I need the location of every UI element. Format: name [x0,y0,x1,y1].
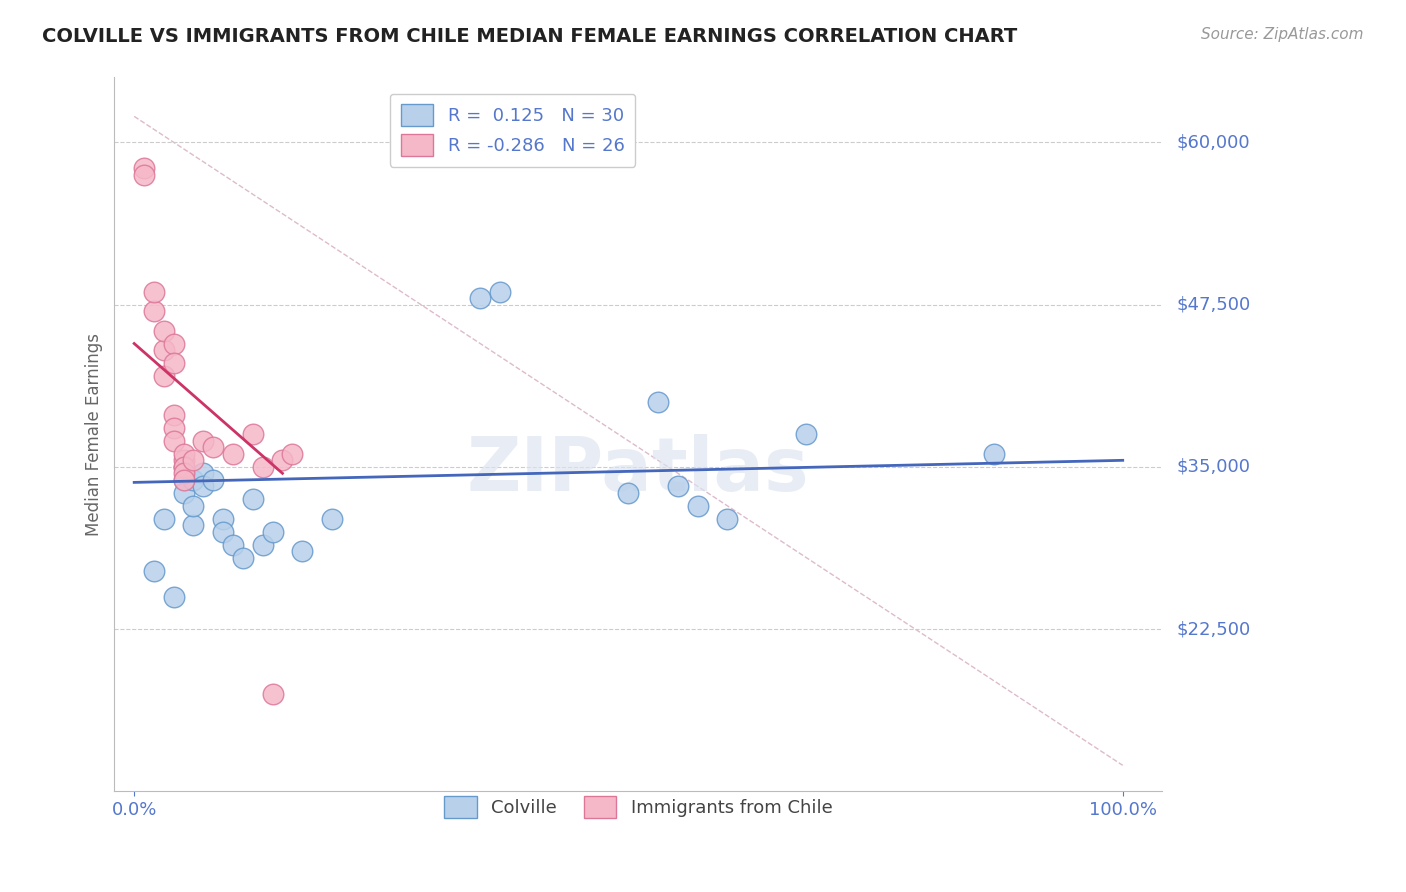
Point [647,395,669,409]
Point [142,304,165,318]
Point [202,441,225,455]
Point [242,427,264,442]
Text: $60,000: $60,000 [1177,133,1250,152]
Point [242,492,264,507]
Point [470,291,492,305]
Text: ZIPatlas: ZIPatlas [467,434,810,507]
Point [193,434,215,448]
Point [291,544,314,558]
Point [666,479,689,493]
Point [796,427,818,442]
Point [321,512,343,526]
Point [262,524,284,539]
Point [173,473,195,487]
Point [232,550,254,565]
Point [163,336,186,351]
Point [153,512,176,526]
Point [489,285,512,299]
Point [183,473,205,487]
Point [132,168,155,182]
Point [212,512,235,526]
Point [271,453,294,467]
Point [617,485,640,500]
Point [173,467,195,481]
Point [983,447,1005,461]
Point [686,499,709,513]
Point [183,453,205,467]
Point [183,499,205,513]
Point [163,434,186,448]
Point [716,512,738,526]
Point [142,285,165,299]
Point [173,453,195,467]
Text: Source: ZipAtlas.com: Source: ZipAtlas.com [1201,27,1364,42]
Point [132,161,155,176]
Point [252,459,274,474]
Point [252,538,274,552]
Point [193,479,215,493]
Point [281,447,304,461]
Y-axis label: Median Female Earnings: Median Female Earnings [86,333,103,536]
Text: $35,000: $35,000 [1177,458,1250,475]
Point [202,473,225,487]
Point [153,368,176,383]
Point [163,421,186,435]
Point [153,324,176,338]
Point [173,473,195,487]
Point [173,459,195,474]
Text: $47,500: $47,500 [1177,295,1250,314]
Point [173,459,195,474]
Point [173,447,195,461]
Legend: Colville, Immigrants from Chile: Colville, Immigrants from Chile [437,789,839,825]
Text: COLVILLE VS IMMIGRANTS FROM CHILE MEDIAN FEMALE EARNINGS CORRELATION CHART: COLVILLE VS IMMIGRANTS FROM CHILE MEDIAN… [42,27,1018,45]
Point [173,485,195,500]
Point [212,524,235,539]
Point [193,467,215,481]
Text: $22,500: $22,500 [1177,620,1250,638]
Point [163,408,186,422]
Point [183,518,205,533]
Point [163,356,186,370]
Point [262,687,284,701]
Point [222,538,245,552]
Point [163,590,186,604]
Point [142,564,165,578]
Point [153,343,176,357]
Point [222,447,245,461]
